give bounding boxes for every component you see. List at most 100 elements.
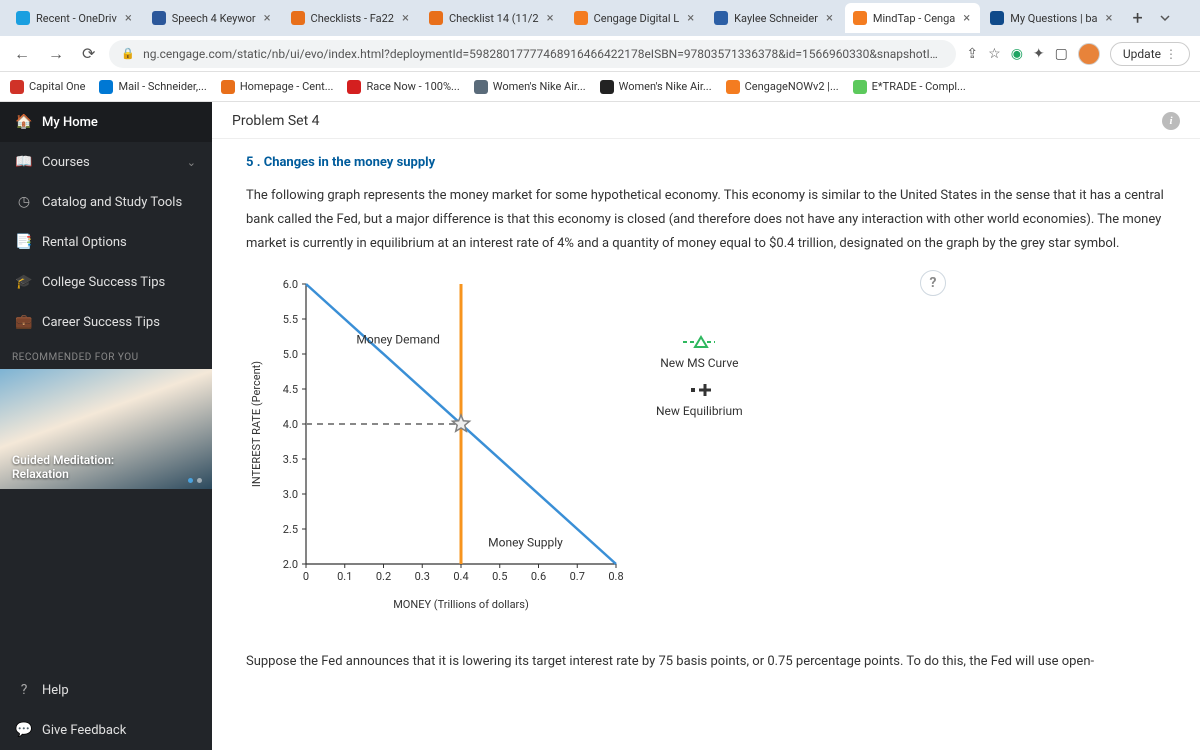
sidebar-item-label: College Success Tips [42, 275, 165, 290]
close-icon[interactable]: × [125, 11, 132, 26]
bookmark-label: Women's Nike Air... [493, 80, 586, 93]
bookmark-item[interactable]: E*TRADE - Compl... [853, 80, 966, 94]
sidebar-item-label: Catalog and Study Tools [42, 195, 182, 210]
bookmark-label: Race Now - 100%... [366, 80, 459, 93]
url-field[interactable]: 🔒 ng.cengage.com/static/nb/ui/evo/index.… [109, 40, 956, 68]
bookmark-item[interactable]: Mail - Schneider,... [99, 80, 206, 94]
address-bar: ← → ⟳ 🔒 ng.cengage.com/static/nb/ui/evo/… [0, 36, 1200, 72]
ext-icon[interactable]: ◉ [1011, 46, 1023, 62]
bookmark-item[interactable]: Race Now - 100%... [347, 80, 459, 94]
close-icon[interactable]: × [402, 11, 409, 26]
tab-favicon [714, 11, 728, 25]
new-tab-button[interactable]: + [1124, 8, 1150, 29]
problem-set-title: Problem Set 4 [232, 113, 320, 129]
sidebar-item-label: My Home [42, 115, 98, 130]
sidebar-item-open-book[interactable]: 📑Rental Options [0, 222, 212, 262]
svg-text:MONEY (Trillions of dollars): MONEY (Trillions of dollars) [393, 598, 529, 611]
home-icon: 🏠 [16, 114, 32, 130]
bookmark-item[interactable]: Women's Nike Air... [600, 80, 712, 94]
svg-text:0.6: 0.6 [531, 570, 546, 583]
browser-tab[interactable]: Cengage Digital L× [566, 3, 705, 33]
tab-favicon [16, 11, 30, 25]
help-icon: ? [16, 682, 32, 698]
close-icon[interactable]: × [264, 11, 271, 26]
update-button[interactable]: Update⋮ [1110, 42, 1190, 66]
svg-text:Money Demand: Money Demand [356, 333, 440, 347]
bookmark-label: Mail - Schneider,... [118, 80, 206, 93]
close-icon[interactable]: × [687, 11, 694, 26]
browser-tab[interactable]: Recent - OneDriv× [8, 3, 142, 33]
sidebar: 🏠My Home📖Courses⌄◷Catalog and Study Tool… [0, 102, 212, 750]
puzzle-icon[interactable]: ✦ [1033, 46, 1045, 62]
svg-text:0.2: 0.2 [376, 570, 391, 583]
close-icon[interactable]: × [547, 11, 554, 26]
forward-button[interactable]: → [44, 40, 68, 68]
tab-favicon [429, 11, 443, 25]
bookmark-label: Capital One [29, 80, 85, 93]
sidebar-item-briefcase[interactable]: 💼Career Success Tips [0, 302, 212, 342]
tab-title: Checklist 14 (11/2 [449, 12, 539, 25]
sidebar-help[interactable]: ? Help [0, 670, 212, 710]
sidebar-item-cap[interactable]: 🎓College Success Tips [0, 262, 212, 302]
info-icon[interactable]: i [1162, 112, 1180, 130]
back-button[interactable]: ← [10, 40, 34, 68]
browser-tab[interactable]: Checklist 14 (11/2 × [421, 3, 564, 33]
question-paragraph: The following graph represents the money… [246, 184, 1166, 256]
compass-icon: ◷ [16, 194, 32, 210]
bookmark-label: CengageNOWv2 |... [745, 80, 839, 93]
svg-text:0: 0 [303, 570, 309, 583]
svg-text:5.0: 5.0 [283, 348, 298, 361]
browser-tab[interactable]: Kaylee Schneider × [706, 3, 843, 33]
close-icon[interactable]: × [826, 11, 833, 26]
sidebar-item-book[interactable]: 📖Courses⌄ [0, 142, 212, 182]
tab-title: Kaylee Schneider [734, 12, 818, 25]
sidebar-item-label: Help [42, 683, 69, 698]
bookmark-favicon [474, 80, 488, 94]
sidebar-item-compass[interactable]: ◷ Catalog and Study Tools [0, 182, 212, 222]
legend-label: New Equilibrium [656, 404, 743, 418]
tab-overflow-button[interactable] [1153, 9, 1177, 28]
tab-title: MindTap - Cenga [873, 12, 955, 25]
close-icon[interactable]: × [963, 11, 970, 26]
tab-favicon [853, 11, 867, 25]
promo-pagination[interactable] [188, 478, 202, 483]
bookmark-item[interactable]: Capital One [10, 80, 85, 94]
help-icon[interactable]: ? [920, 270, 946, 296]
money-market-chart[interactable]: 2.02.53.03.54.04.55.05.56.000.10.20.30.4… [246, 274, 626, 614]
legend-item-neweq[interactable]: New Equilibrium [656, 382, 743, 418]
reload-button[interactable]: ⟳ [78, 40, 99, 67]
tab-favicon [574, 11, 588, 25]
browser-tab[interactable]: My Questions | ba × [982, 3, 1122, 33]
bookmark-item[interactable]: Women's Nike Air... [474, 80, 586, 94]
bookmark-label: Women's Nike Air... [619, 80, 712, 93]
tab-title: Checklists - Fa22 [311, 12, 394, 25]
browser-tab[interactable]: MindTap - Cenga × [845, 3, 980, 33]
briefcase-icon: 💼 [16, 314, 32, 330]
share-icon[interactable]: ⇪ [966, 46, 978, 62]
avatar[interactable] [1078, 43, 1100, 65]
star-icon[interactable]: ☆ [988, 46, 1001, 62]
svg-text:6.0: 6.0 [283, 278, 298, 291]
question-title: 5 . Changes in the money supply [246, 155, 1166, 170]
window-icon[interactable]: ▢ [1055, 46, 1068, 62]
svg-text:0.1: 0.1 [337, 570, 352, 583]
sidebar-feedback[interactable]: 💬Give Feedback [0, 710, 212, 750]
svg-text:5.5: 5.5 [283, 313, 298, 326]
bookmark-item[interactable]: CengageNOWv2 |... [726, 80, 839, 94]
legend-symbol [683, 334, 715, 350]
bookmark-favicon [99, 80, 113, 94]
content-header: Problem Set 4 i [212, 102, 1200, 139]
browser-tab[interactable]: Speech 4 Keywor× [144, 3, 281, 33]
book-icon: 📖 [16, 154, 32, 170]
close-icon[interactable]: × [1106, 11, 1113, 26]
bookmark-favicon [726, 80, 740, 94]
sidebar-item-label: Give Feedback [42, 723, 126, 738]
legend-item-newms[interactable]: New MS Curve [656, 334, 743, 370]
svg-text:Money Supply: Money Supply [488, 536, 563, 550]
tab-title: My Questions | ba [1010, 12, 1097, 25]
sidebar-item-label: Courses [42, 155, 90, 170]
sidebar-promo[interactable]: Guided Meditation:Relaxation [0, 369, 212, 489]
browser-tab[interactable]: Checklists - Fa22 × [283, 3, 419, 33]
bookmark-item[interactable]: Homepage - Cent... [221, 80, 334, 94]
sidebar-item-home[interactable]: 🏠 My Home [0, 102, 212, 142]
